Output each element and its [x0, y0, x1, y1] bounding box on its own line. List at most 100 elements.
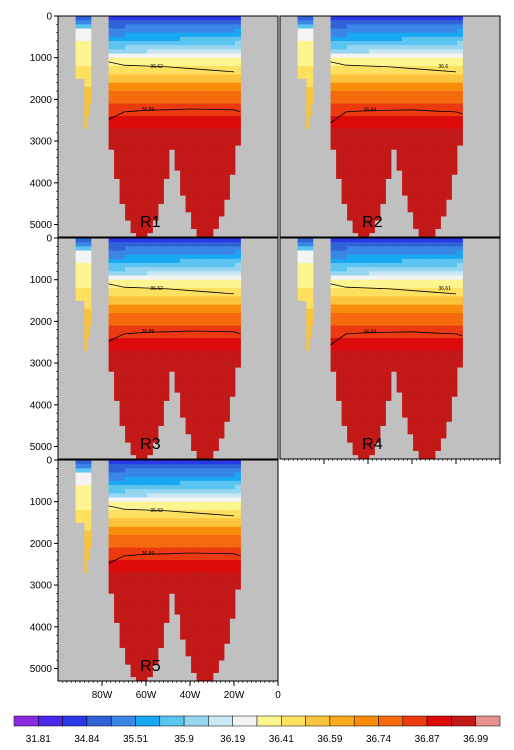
basin-cell: [163, 174, 170, 179]
basin-cell: [424, 120, 430, 125]
basin-cell: [213, 338, 219, 343]
basin-cell: [407, 174, 414, 179]
basin-cell: [191, 203, 197, 209]
basin-cell: [341, 28, 348, 33]
basin-cell: [224, 396, 230, 401]
basin-cell: [180, 292, 186, 297]
basin-cell: [196, 136, 203, 142]
basin-cell: [418, 379, 425, 385]
basin-cell: [451, 28, 458, 33]
basin-cell: [163, 136, 170, 142]
basin-cell: [207, 317, 214, 322]
basin-cell: [396, 379, 403, 385]
basin-cell: [352, 450, 359, 456]
basin-cell: [363, 325, 370, 331]
basin-cell: [418, 66, 425, 71]
basin-cell: [130, 346, 137, 351]
basin-cell: [218, 186, 225, 192]
basin-cell: [130, 203, 137, 209]
basin-cell: [429, 275, 436, 280]
basin-cell: [358, 53, 364, 58]
basin-cell: [407, 45, 414, 50]
basin-cell: [440, 161, 447, 167]
y-tick-label: 3000: [30, 359, 53, 370]
basin-cell: [341, 145, 348, 150]
basin-cell: [196, 116, 203, 121]
west-basin-cell: [310, 74, 314, 79]
basin-cell: [429, 375, 436, 381]
basin-cell: [352, 308, 359, 314]
basin-cell: [141, 232, 148, 237]
basin-cell: [396, 371, 403, 376]
basin-cell: [352, 367, 359, 372]
basin-cell: [147, 49, 153, 54]
basin-cell: [218, 191, 225, 196]
basin-cell: [169, 363, 175, 368]
west-basin-cell: [308, 300, 312, 306]
basin-cell: [391, 145, 397, 150]
basin-cell: [407, 61, 414, 67]
basin-cell: [424, 325, 430, 331]
basin-cell: [202, 363, 208, 368]
basin-cell: [413, 421, 419, 426]
basin-cell: [229, 120, 236, 125]
basin-cell: [446, 161, 452, 167]
basin-cell: [352, 45, 359, 50]
basin-cell: [152, 16, 159, 21]
basin-cell: [374, 99, 381, 104]
west-basin-cell: [302, 283, 305, 289]
basin-cell: [152, 216, 159, 221]
basin-cell: [336, 111, 342, 117]
basin-cell: [174, 263, 181, 268]
basin-cell: [158, 49, 164, 54]
basin-cell: [158, 178, 164, 184]
basin-cell: [336, 392, 342, 397]
basin-cell: [330, 283, 337, 289]
basin-cell: [396, 354, 403, 360]
basin-cell: [429, 224, 436, 229]
basin-cell: [363, 107, 370, 113]
basin-cell: [141, 53, 148, 58]
basin-cell: [180, 145, 186, 150]
basin-cell: [218, 400, 225, 406]
basin-cell: [185, 91, 192, 96]
basin-cell: [169, 99, 175, 104]
basin-cell: [158, 120, 164, 125]
basin-cell: [352, 191, 359, 196]
west-basin-cell: [299, 263, 303, 268]
basin-cell: [108, 263, 115, 268]
west-basin-cell: [308, 275, 312, 280]
basin-cell: [374, 246, 381, 251]
basin-cell: [440, 308, 447, 314]
basin-cell: [174, 78, 181, 84]
basin-cell: [141, 207, 148, 213]
contour-label: 36.99: [142, 329, 155, 335]
basin-cell: [191, 425, 197, 431]
basin-cell: [369, 216, 375, 221]
basin-cell: [163, 145, 170, 150]
west-basin-cell: [308, 308, 312, 314]
basin-cell: [229, 99, 236, 104]
west-basin-cell: [86, 61, 90, 67]
basin-cell: [108, 288, 115, 293]
basin-cell: [163, 49, 170, 54]
basin-cell: [196, 74, 203, 79]
west-basin-cell: [86, 292, 90, 297]
basin-cell: [163, 333, 170, 339]
basin-cell: [341, 120, 348, 125]
basin-cell: [196, 450, 203, 456]
basin-cell: [174, 61, 181, 67]
basin-cell: [218, 149, 225, 154]
west-basin-cell: [80, 242, 83, 247]
basin-cell: [380, 304, 386, 310]
west-basin-cell: [308, 304, 312, 310]
basin-cell: [202, 195, 208, 200]
basin-cell: [136, 338, 142, 343]
basin-cell: [457, 141, 463, 146]
basin-cell: [213, 267, 219, 272]
basin-cell: [141, 371, 148, 376]
west-basin-cell: [308, 296, 312, 301]
basin-cell: [457, 36, 463, 42]
west-basin-cell: [297, 279, 301, 285]
west-basin-cell: [297, 263, 301, 268]
